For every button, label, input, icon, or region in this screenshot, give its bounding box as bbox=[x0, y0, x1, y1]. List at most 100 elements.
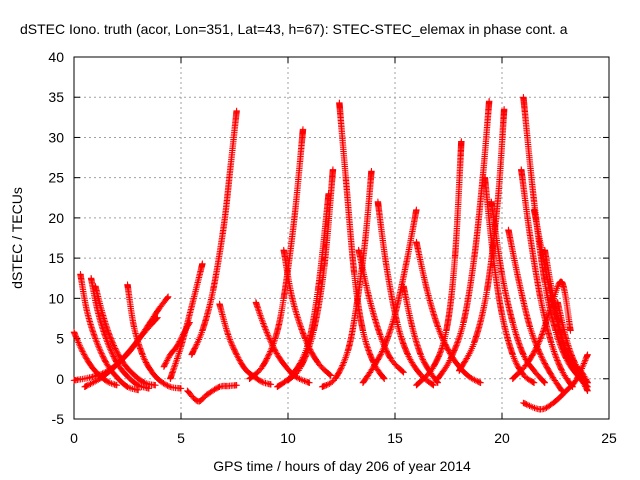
data-point-plus bbox=[81, 352, 89, 360]
data-point-plus bbox=[227, 338, 234, 345]
data-point-plus bbox=[580, 360, 588, 367]
data-point-plus bbox=[436, 350, 443, 358]
series-track bbox=[284, 166, 337, 384]
y-tick-label: 10 bbox=[48, 290, 64, 306]
data-point-plus bbox=[533, 342, 541, 350]
data-point-plus bbox=[95, 344, 103, 351]
data-point-plus bbox=[306, 343, 313, 350]
data-point-plus bbox=[165, 354, 172, 361]
data-point-plus bbox=[453, 340, 461, 348]
data-point-plus bbox=[303, 349, 311, 356]
data-point-plus bbox=[106, 344, 113, 351]
data-point-plus bbox=[162, 360, 169, 367]
data-point-plus bbox=[297, 324, 305, 332]
data-point-plus bbox=[73, 334, 80, 341]
series-track bbox=[280, 246, 334, 379]
data-point-plus bbox=[141, 356, 148, 363]
data-point-plus bbox=[539, 356, 546, 363]
data-point-plus bbox=[338, 363, 345, 371]
y-tick-label: -5 bbox=[52, 411, 65, 427]
data-point-plus bbox=[267, 346, 275, 354]
data-point-plus bbox=[98, 350, 105, 357]
data-point-plus bbox=[538, 354, 546, 361]
data-point-plus bbox=[485, 98, 493, 105]
data-point-plus bbox=[261, 324, 269, 332]
y-tick-label: 30 bbox=[48, 129, 64, 145]
data-point-plus bbox=[455, 336, 462, 343]
data-point-plus bbox=[194, 339, 201, 346]
data-point-plus bbox=[93, 339, 101, 347]
data-point-plus bbox=[471, 376, 478, 384]
data-point-plus bbox=[469, 375, 477, 383]
data-point-plus bbox=[235, 355, 243, 363]
data-point-plus bbox=[442, 364, 450, 371]
data-point-plus bbox=[113, 348, 120, 355]
data-point-plus bbox=[199, 260, 206, 267]
data-point-plus bbox=[398, 367, 406, 375]
data-point-plus bbox=[378, 336, 386, 343]
data-point-plus bbox=[305, 344, 312, 352]
data-point-plus bbox=[528, 330, 536, 337]
data-point-plus bbox=[164, 382, 171, 389]
data-point-plus bbox=[529, 333, 537, 341]
data-point-plus bbox=[540, 405, 547, 413]
data-point-plus bbox=[530, 379, 538, 386]
data-point-plus bbox=[264, 332, 272, 339]
data-point-plus bbox=[572, 377, 580, 384]
data-point-plus bbox=[109, 350, 116, 357]
data-point-plus bbox=[234, 353, 241, 360]
data-point-plus bbox=[557, 386, 565, 393]
data-point-plus bbox=[566, 346, 573, 354]
data-point-plus bbox=[541, 405, 549, 412]
data-point-plus bbox=[376, 353, 383, 361]
data-point-plus bbox=[171, 362, 179, 369]
data-point-plus bbox=[553, 355, 561, 363]
data-point-plus bbox=[234, 354, 242, 361]
data-point-plus bbox=[266, 349, 273, 357]
data-point-plus bbox=[526, 402, 533, 409]
data-point-plus bbox=[513, 360, 520, 367]
x-tick-label: 25 bbox=[601, 430, 617, 446]
data-point-plus bbox=[102, 358, 109, 365]
data-point-plus bbox=[299, 126, 307, 133]
data-point-plus bbox=[457, 330, 464, 337]
data-point-plus bbox=[141, 379, 148, 386]
data-point-plus bbox=[192, 342, 200, 350]
data-point-plus bbox=[96, 346, 103, 353]
data-point-plus bbox=[376, 352, 384, 359]
data-point-plus bbox=[339, 362, 346, 369]
data-point-plus bbox=[113, 382, 120, 389]
data-point-plus bbox=[339, 360, 347, 368]
data-point-plus bbox=[530, 349, 537, 357]
data-point-plus bbox=[565, 342, 572, 349]
data-point-plus bbox=[434, 378, 441, 386]
data-point-plus bbox=[575, 373, 582, 380]
data-point-plus bbox=[233, 382, 240, 389]
data-point-plus bbox=[99, 353, 107, 360]
data-point-plus bbox=[84, 382, 91, 389]
data-point-plus bbox=[108, 338, 116, 345]
data-point-plus bbox=[257, 378, 265, 385]
data-point-plus bbox=[145, 385, 153, 392]
data-point-plus bbox=[550, 348, 558, 355]
data-point-plus bbox=[108, 349, 115, 356]
x-tick-labels: 0 5 10 15 20 25 bbox=[70, 430, 617, 446]
data-point-plus bbox=[455, 335, 463, 342]
series-track bbox=[319, 168, 375, 391]
data-point-plus bbox=[365, 347, 372, 354]
data-point-plus bbox=[256, 308, 263, 316]
data-point-plus bbox=[551, 351, 559, 358]
data-point-plus bbox=[109, 351, 117, 359]
data-point-plus bbox=[177, 385, 185, 392]
data-point-plus bbox=[428, 380, 436, 388]
data-point-plus bbox=[456, 331, 464, 339]
data-point-plus bbox=[532, 345, 539, 353]
data-point-plus bbox=[464, 353, 471, 361]
data-point-plus bbox=[109, 339, 116, 346]
data-point-plus bbox=[261, 323, 268, 330]
data-point-plus bbox=[269, 343, 276, 351]
data-point-plus bbox=[537, 351, 544, 358]
data-point-plus bbox=[265, 333, 272, 341]
data-point-plus bbox=[104, 339, 112, 347]
series-track bbox=[359, 206, 420, 386]
